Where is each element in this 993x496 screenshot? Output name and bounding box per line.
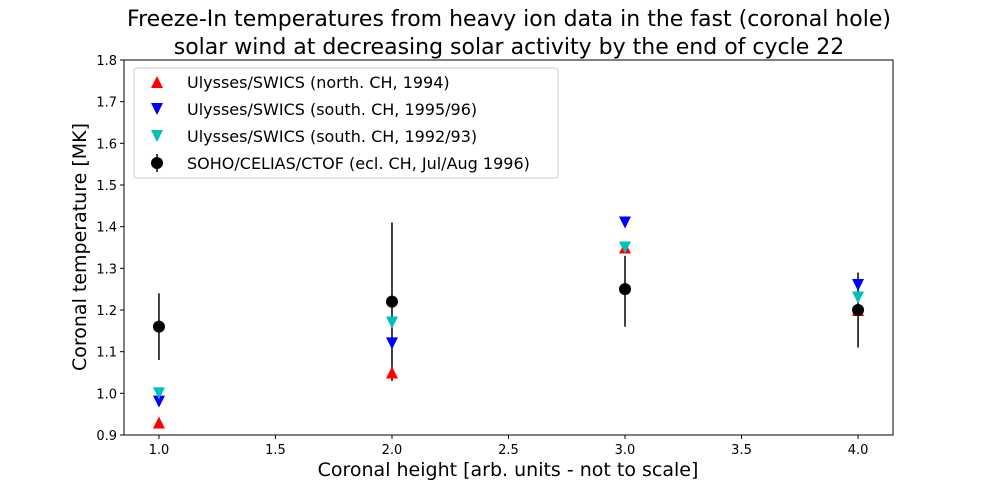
data-point: [385, 366, 398, 379]
legend-label: Ulysses/SWICS (north. CH, 1994): [187, 73, 450, 92]
legend-marker: [151, 103, 163, 115]
data-point: [852, 279, 865, 291]
data-marks: [152, 216, 865, 429]
x-tick-label: 3.5: [731, 443, 752, 458]
legend-label: SOHO/CELIAS/CTOF (ecl. CH, Jul/Aug 1996): [187, 154, 530, 173]
y-tick-label: 1.5: [96, 179, 117, 194]
x-tick-label: 2.0: [382, 443, 403, 458]
legend-label: Ulysses/SWICS (south. CH, 1995/96): [187, 100, 477, 119]
legend-marker: [151, 157, 163, 169]
data-point: [152, 416, 165, 429]
legend-box: [133, 67, 559, 179]
y-tick-label: 1.4: [96, 221, 117, 236]
x-tick-label: 1.0: [149, 443, 170, 458]
y-tick-label: 1.8: [96, 54, 117, 69]
chart-title-line1: Freeze-In temperatures from heavy ion da…: [127, 7, 891, 32]
legend-marker: [151, 130, 163, 142]
data-point: [385, 295, 398, 308]
y-tick-label: 1.6: [96, 137, 117, 152]
x-tick-label: 4.0: [848, 443, 869, 458]
y-tick-label: 1.7: [96, 96, 117, 111]
data-point: [385, 316, 398, 329]
x-tick-label: 2.5: [498, 443, 519, 458]
legend: Ulysses/SWICS (north. CH, 1994) Ulysses/S…: [133, 67, 559, 179]
data-point: [619, 283, 632, 296]
y-axis: 0.9 1.0 1.1 1.2 1.3 1.4 1.5 1.6 1.7 1.8: [96, 54, 124, 444]
y-tick-label: 1.2: [96, 304, 117, 319]
y-tick-label: 0.9: [96, 429, 117, 444]
data-point: [152, 387, 165, 400]
x-axis-label: Coronal height [arb. units - not to scal…: [318, 459, 699, 481]
x-axis: 1.0 1.5 2.0 2.5 3.0 3.5 4.0: [149, 435, 869, 458]
legend-label: Ulysses/SWICS (south. CH, 1992/93): [187, 127, 477, 146]
legend-marker: [151, 76, 163, 88]
y-tick-label: 1.1: [96, 346, 117, 361]
chart-title-line2: solar wind at decreasing solar activity …: [174, 35, 845, 60]
data-point: [385, 337, 398, 350]
data-point: [152, 320, 165, 333]
y-tick-label: 1.3: [96, 262, 117, 277]
y-tick-label: 1.0: [96, 387, 117, 402]
x-tick-label: 1.5: [265, 443, 286, 458]
y-axis-label: Coronal temperature [MK]: [69, 123, 91, 371]
data-point: [619, 216, 632, 229]
data-point: [852, 291, 865, 304]
x-tick-label: 3.0: [615, 443, 636, 458]
data-point: [619, 241, 632, 254]
data-point: [152, 395, 165, 408]
data-point: [852, 304, 865, 316]
